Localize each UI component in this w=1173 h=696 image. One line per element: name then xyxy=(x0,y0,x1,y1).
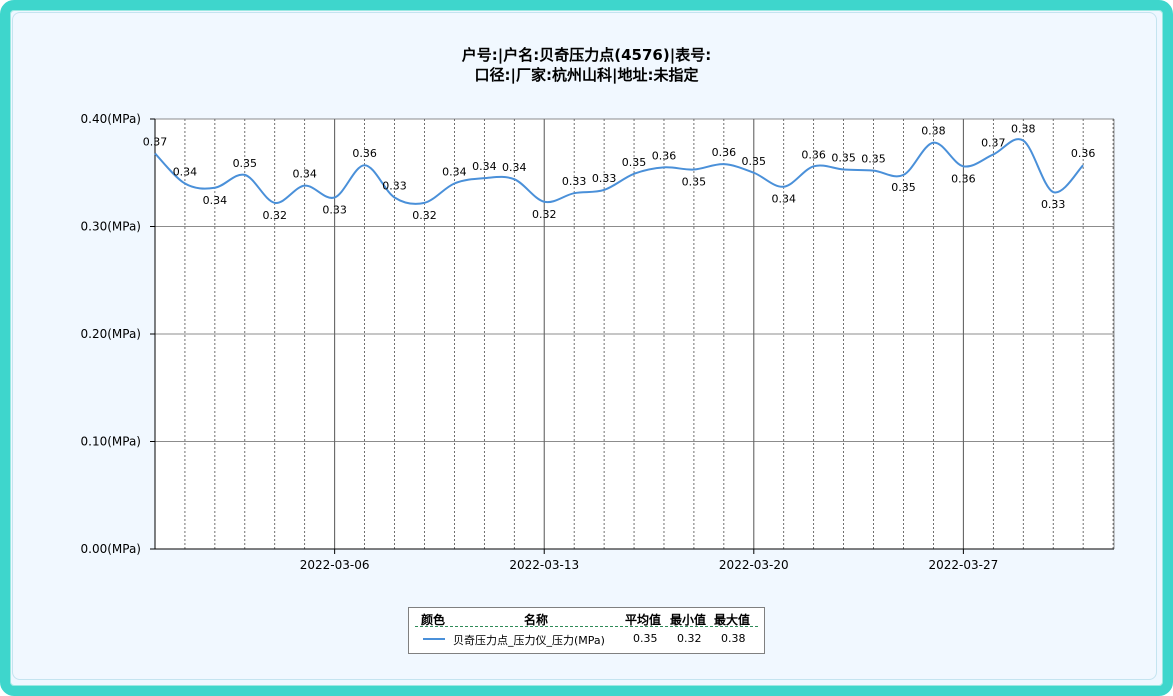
data-label: 0.34 xyxy=(292,168,317,181)
data-label: 0.35 xyxy=(233,157,258,170)
legend-series-avg: 0.35 xyxy=(633,632,658,645)
legend-header-color: 颜色 xyxy=(421,613,446,627)
data-label: 0.36 xyxy=(951,172,976,185)
legend-table: 颜色 名称 平均值 最小值 最大值 贝奇压力点_压力仪_压力(MPa) 0.35… xyxy=(408,607,765,654)
y-tick-label: 0.40(MPa) xyxy=(81,112,142,126)
data-label: 0.36 xyxy=(801,148,826,161)
data-label: 0.32 xyxy=(263,209,288,222)
data-label: 0.38 xyxy=(1011,123,1036,136)
data-label: 0.35 xyxy=(742,155,767,168)
legend-series-min: 0.32 xyxy=(677,632,702,645)
legend-header-separator xyxy=(415,626,758,627)
data-label: 0.35 xyxy=(891,181,916,194)
data-label: 0.33 xyxy=(382,179,407,192)
data-label: 0.35 xyxy=(682,176,707,189)
data-label: 0.36 xyxy=(712,146,737,159)
legend-series-name: 贝奇压力点_压力仪_压力(MPa) xyxy=(453,634,605,647)
series-line xyxy=(154,138,1084,205)
data-label: 0.36 xyxy=(652,149,677,162)
legend-header-min: 最小值 xyxy=(670,613,707,627)
data-label: 0.33 xyxy=(322,203,347,216)
x-tick-label: 2022-03-06 xyxy=(300,558,370,572)
legend-header-max: 最大值 xyxy=(714,613,751,627)
data-label: 0.33 xyxy=(1041,198,1066,211)
y-tick-label: 0.00(MPa) xyxy=(81,542,142,556)
x-tick-label: 2022-03-13 xyxy=(509,558,579,572)
x-tick-label: 2022-03-27 xyxy=(929,558,999,572)
data-label: 0.36 xyxy=(352,147,377,160)
data-label: 0.35 xyxy=(831,152,856,165)
chart-title-line1: 户号:|户名:贝奇压力点(4576)|表号: xyxy=(461,46,712,64)
data-label: 0.36 xyxy=(1071,147,1096,160)
legend-header-name: 名称 xyxy=(524,613,549,627)
legend-series-max: 0.38 xyxy=(721,632,746,645)
data-label: 0.33 xyxy=(592,172,617,185)
data-label: 0.34 xyxy=(203,194,228,207)
y-tick-label: 0.20(MPa) xyxy=(81,327,142,341)
data-label: 0.32 xyxy=(412,209,437,222)
data-label: 0.34 xyxy=(173,166,198,179)
data-label: 0.34 xyxy=(442,166,467,179)
data-label: 0.34 xyxy=(502,161,527,174)
y-tick-label: 0.10(MPa) xyxy=(81,435,142,449)
x-tick-label: 2022-03-20 xyxy=(719,558,789,572)
data-label: 0.34 xyxy=(472,160,497,173)
data-label: 0.35 xyxy=(861,153,886,166)
legend-header-avg: 平均值 xyxy=(625,613,662,627)
data-label: 0.38 xyxy=(921,125,946,138)
y-tick-label: 0.30(MPa) xyxy=(81,220,142,234)
data-label: 0.35 xyxy=(622,156,647,169)
data-label: 0.34 xyxy=(771,193,796,206)
data-label: 0.33 xyxy=(562,175,587,188)
data-label: 0.37 xyxy=(981,136,1006,149)
chart-title-line2: 口径:|厂家:杭州山科|地址:未指定 xyxy=(474,66,699,84)
data-label: 0.32 xyxy=(532,208,557,221)
legend-series-swatch xyxy=(423,638,445,640)
data-label: 0.37 xyxy=(143,135,168,148)
